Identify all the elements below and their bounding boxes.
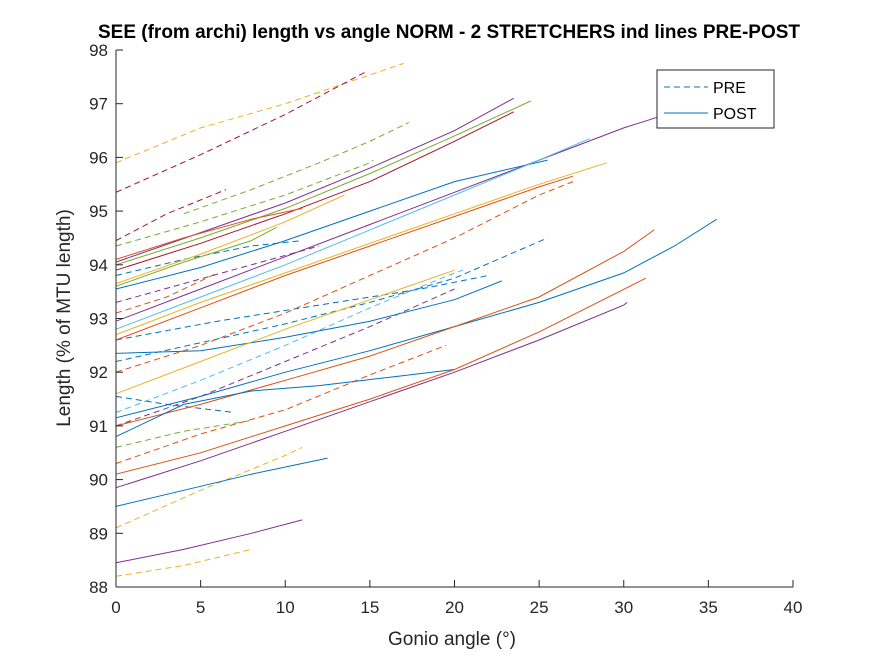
x-tick-label: 20 xyxy=(445,598,464,617)
series-line-pre-10 xyxy=(115,181,574,373)
legend-box xyxy=(656,69,775,129)
y-tick-label: 90 xyxy=(89,471,108,490)
series-line-post-30 xyxy=(115,269,455,395)
series-line-post-35 xyxy=(115,302,628,489)
series-line-pre-7 xyxy=(115,245,320,303)
series-line-post-28 xyxy=(115,175,574,341)
series-line-pre-16 xyxy=(115,446,303,529)
series-line-post-23 xyxy=(115,226,278,287)
y-tick-label: 97 xyxy=(89,95,108,114)
series-line-pre-4 xyxy=(183,122,410,215)
x-tick-label: 25 xyxy=(530,598,549,617)
x-tick-label: 30 xyxy=(614,598,633,617)
y-tick-label: 89 xyxy=(89,524,108,543)
series-line-post-37 xyxy=(115,519,303,564)
x-tick-label: 0 xyxy=(111,598,120,617)
series-line-post-25 xyxy=(115,89,743,322)
y-tick-label: 93 xyxy=(89,310,108,329)
y-axis-label: Length (% of MTU length) xyxy=(54,209,75,427)
x-tick-label: 5 xyxy=(196,598,205,617)
legend-pre-label: PRE xyxy=(713,80,746,97)
y-ticks: 88 89 90 91 92 93 94 95 96 97 98 xyxy=(89,41,123,597)
series-layer xyxy=(115,62,743,577)
y-tick-label: 94 xyxy=(89,256,108,275)
series-line-pre-11 xyxy=(115,269,464,413)
series-line-pre-6 xyxy=(115,272,218,314)
series-line-pre-2 xyxy=(115,189,227,242)
series-line-post-27 xyxy=(115,162,607,336)
x-tick-label: 35 xyxy=(699,598,718,617)
x-tick-label: 40 xyxy=(784,598,803,617)
x-ticks: 0 5 10 15 20 25 30 35 40 xyxy=(111,580,802,617)
series-line-post-21 xyxy=(115,207,303,260)
y-tick-label: 98 xyxy=(89,41,108,60)
series-line-pre-13 xyxy=(115,395,235,413)
y-tick-label: 95 xyxy=(89,202,108,221)
series-line-post-24 xyxy=(115,159,548,290)
series-line-post-34 xyxy=(115,277,647,475)
plot-area xyxy=(116,50,793,587)
series-line-post-20 xyxy=(115,111,514,271)
series-line-pre-1 xyxy=(115,71,367,193)
series-line-pre-17 xyxy=(115,548,252,577)
series-line-pre-8 xyxy=(115,275,489,341)
y-tick-label: 91 xyxy=(89,417,108,436)
series-line-pre-15 xyxy=(115,420,252,448)
series-line-post-33 xyxy=(115,369,455,438)
series-line-post-26 xyxy=(115,138,591,330)
y-tick-label: 88 xyxy=(89,578,108,597)
x-axis-label: Gonio angle (°) xyxy=(388,629,516,650)
x-tick-label: 10 xyxy=(276,598,295,617)
legend: PRE POST xyxy=(656,69,775,129)
chart-title: SEE (from archi) length vs angle NORM - … xyxy=(98,22,800,43)
y-tick-label: 92 xyxy=(89,363,108,382)
series-line-post-22 xyxy=(115,194,345,285)
x-tick-label: 15 xyxy=(360,598,379,617)
series-line-post-32 xyxy=(115,229,655,427)
y-tick-label: 96 xyxy=(89,148,108,167)
series-line-post-29 xyxy=(115,280,503,354)
legend-post-label: POST xyxy=(713,106,757,123)
series-line-post-36 xyxy=(115,457,328,507)
series-line-pre-9 xyxy=(115,237,548,362)
series-line-post-19 xyxy=(115,100,531,266)
